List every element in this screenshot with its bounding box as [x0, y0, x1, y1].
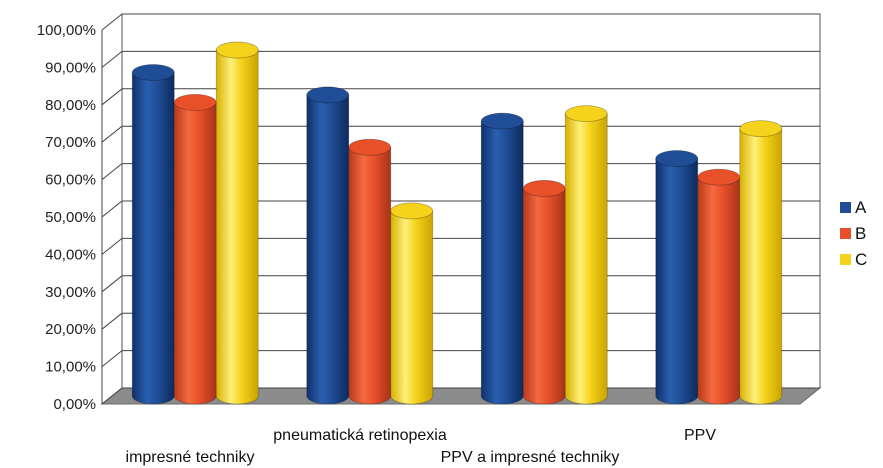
x-tick-label: pneumatická retinopexia: [273, 427, 447, 444]
bar-C-1: [390, 210, 434, 405]
bar-top-A-1: [306, 86, 350, 104]
bar-B-3: [697, 176, 741, 405]
y-tick-label: 100,00%: [37, 22, 96, 39]
y-tick-label: 30,00%: [45, 284, 96, 301]
bar-top-B-0: [173, 94, 217, 111]
bar-top-B-1: [348, 138, 392, 156]
y-tick-label: 20,00%: [45, 321, 96, 338]
legend-swatch: [840, 202, 851, 213]
bar-B-2: [522, 188, 566, 405]
x-tick-label: impresné techniky: [126, 449, 255, 466]
x-tick-label: PPV: [684, 427, 716, 444]
y-tick-label: 0,00%: [53, 396, 96, 413]
y-tick-label: 50,00%: [45, 209, 96, 226]
x-axis: impresné techniky pneumatická retinopexia…: [126, 427, 717, 466]
gridline-side: [101, 387, 123, 405]
legend-label: A: [855, 198, 867, 217]
bar-top-A-0: [131, 64, 175, 81]
y-tick-label: 80,00%: [45, 97, 96, 114]
gridline-side: [101, 350, 123, 367]
gridline-side: [101, 163, 123, 180]
legend-swatch: [840, 228, 851, 239]
y-tick-label: 60,00%: [45, 172, 96, 189]
bar-top-A-2: [480, 112, 524, 130]
y-tick-label: 70,00%: [45, 134, 96, 151]
legend: ABC: [840, 198, 867, 269]
gridline-side: [101, 275, 123, 293]
bar-top-B-3: [697, 168, 741, 186]
bars-layer: [131, 41, 783, 405]
y-axis: 0,00% 10,00% 20,00% 30,00% 40,00% 50,00% 60,00…: [37, 22, 96, 413]
y-tick-label: 90,00%: [45, 59, 96, 76]
bar-A-0: [131, 72, 175, 405]
legend-label: B: [855, 224, 866, 243]
bar-B-0: [173, 102, 217, 405]
y-tick-label: 10,00%: [45, 359, 96, 376]
x-tick-label: PPV a impresné techniky: [441, 449, 620, 466]
gridline-side: [101, 13, 123, 31]
bar-top-A-3: [655, 150, 699, 167]
bar-top-B-2: [522, 180, 566, 197]
bar-C-3: [739, 128, 783, 405]
bar-B-1: [348, 146, 392, 405]
legend-label: C: [855, 250, 867, 269]
bar-A-1: [306, 94, 350, 405]
bar-C-2: [564, 113, 608, 405]
bar-top-C-0: [215, 41, 259, 59]
gridline-side: [101, 88, 123, 106]
gridline-side: [101, 312, 123, 330]
bar-C-0: [215, 49, 259, 405]
gridline-side: [101, 200, 123, 218]
gridline-side: [101, 51, 123, 68]
bar-top-C-2: [564, 105, 608, 123]
y-tick-label: 40,00%: [45, 246, 96, 263]
bar-top-C-3: [739, 120, 783, 137]
legend-swatch: [840, 254, 851, 265]
bar-A-2: [480, 120, 524, 405]
gridline-side: [101, 238, 123, 255]
bar-A-3: [655, 158, 699, 405]
gridline-side: [101, 125, 123, 143]
bar-top-C-1: [390, 202, 434, 220]
